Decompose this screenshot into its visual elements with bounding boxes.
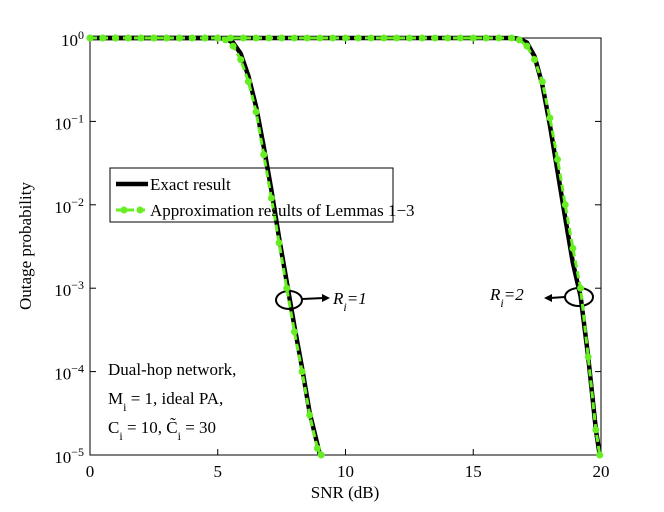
data-point [86,34,94,42]
data-point [418,34,426,42]
y-tick-label: 10−4 [54,362,84,384]
data-point [252,108,260,116]
x-tick-label: 15 [465,462,482,481]
data-point [393,34,401,42]
data-point [124,34,132,42]
y-tick-label: 10−3 [54,278,84,300]
data-point [380,34,388,42]
data-point [290,34,298,42]
data-point [163,34,171,42]
data-point [278,34,286,42]
note-line: Dual-hop network, [108,360,236,379]
note-line: Ci = 10, C̃i = 30 [108,418,216,443]
data-point [306,411,314,419]
callout-arrow [549,296,566,299]
data-point [456,34,464,42]
data-point [577,284,585,292]
data-point [317,451,325,459]
data-point [201,34,209,42]
data-point [313,444,321,452]
data-point [252,34,260,42]
data-point [244,78,252,86]
data-point [523,42,531,50]
data-point [431,34,439,42]
data-point [405,34,413,42]
x-tick-label: 20 [593,462,610,481]
x-axis-label: SNR (dB) [311,483,379,502]
annotation: Ri=2 [489,285,524,310]
data-point [538,78,546,86]
data-point [561,201,569,209]
y-tick-label: 100 [61,28,84,50]
data-point [592,426,600,434]
x-tick-label: 0 [86,462,95,481]
arrowhead [544,294,552,302]
series-line [90,36,602,456]
data-point [354,34,362,42]
data-point [265,34,273,42]
y-tick-label: 10−2 [54,195,84,217]
data-point [546,114,554,122]
y-axis-label: Outage probability [16,182,35,310]
data-point [329,34,337,42]
legend-label: Approximation results of Lemmas 1−3 [150,201,415,220]
data-point [569,244,577,252]
annotation: Ri=1 [332,289,367,314]
callout-arrow [301,297,325,300]
data-point [554,155,562,163]
data-point [283,284,291,292]
data-point [275,239,283,247]
x-tick-label: 10 [337,462,354,481]
data-point [303,34,311,42]
data-point [150,34,158,42]
data-point [342,34,349,42]
data-point [515,36,523,44]
data-point [175,34,183,42]
data-point [137,34,145,42]
data-point [469,34,477,42]
data-point [227,34,235,42]
data-point [229,42,237,50]
data-point [99,34,107,42]
data-point [495,34,503,42]
legend-label: Exact result [150,175,231,194]
data-point [596,451,604,459]
data-point [367,34,375,42]
data-point [482,34,490,42]
data-point [188,34,196,42]
legend-box [109,167,394,223]
data-point [112,34,120,42]
data-point [316,34,324,42]
legend-marker [120,206,128,214]
y-tick-label: 10−1 [54,111,84,133]
data-point [298,368,306,376]
plot-frame [89,37,602,456]
legend-marker [136,206,144,214]
note-line: Mi = 1, ideal PA, [108,389,223,414]
data-point [260,151,268,159]
y-tick-label: 10−5 [54,445,84,467]
x-tick-label: 5 [214,462,223,481]
data-point [267,194,275,202]
data-point [237,56,245,64]
data-point [531,56,539,64]
data-point [214,34,222,42]
data-point [290,328,298,336]
data-point [508,34,516,42]
data-point [239,34,247,42]
arrowhead [322,294,330,302]
data-point [584,353,592,361]
data-point [444,34,452,42]
